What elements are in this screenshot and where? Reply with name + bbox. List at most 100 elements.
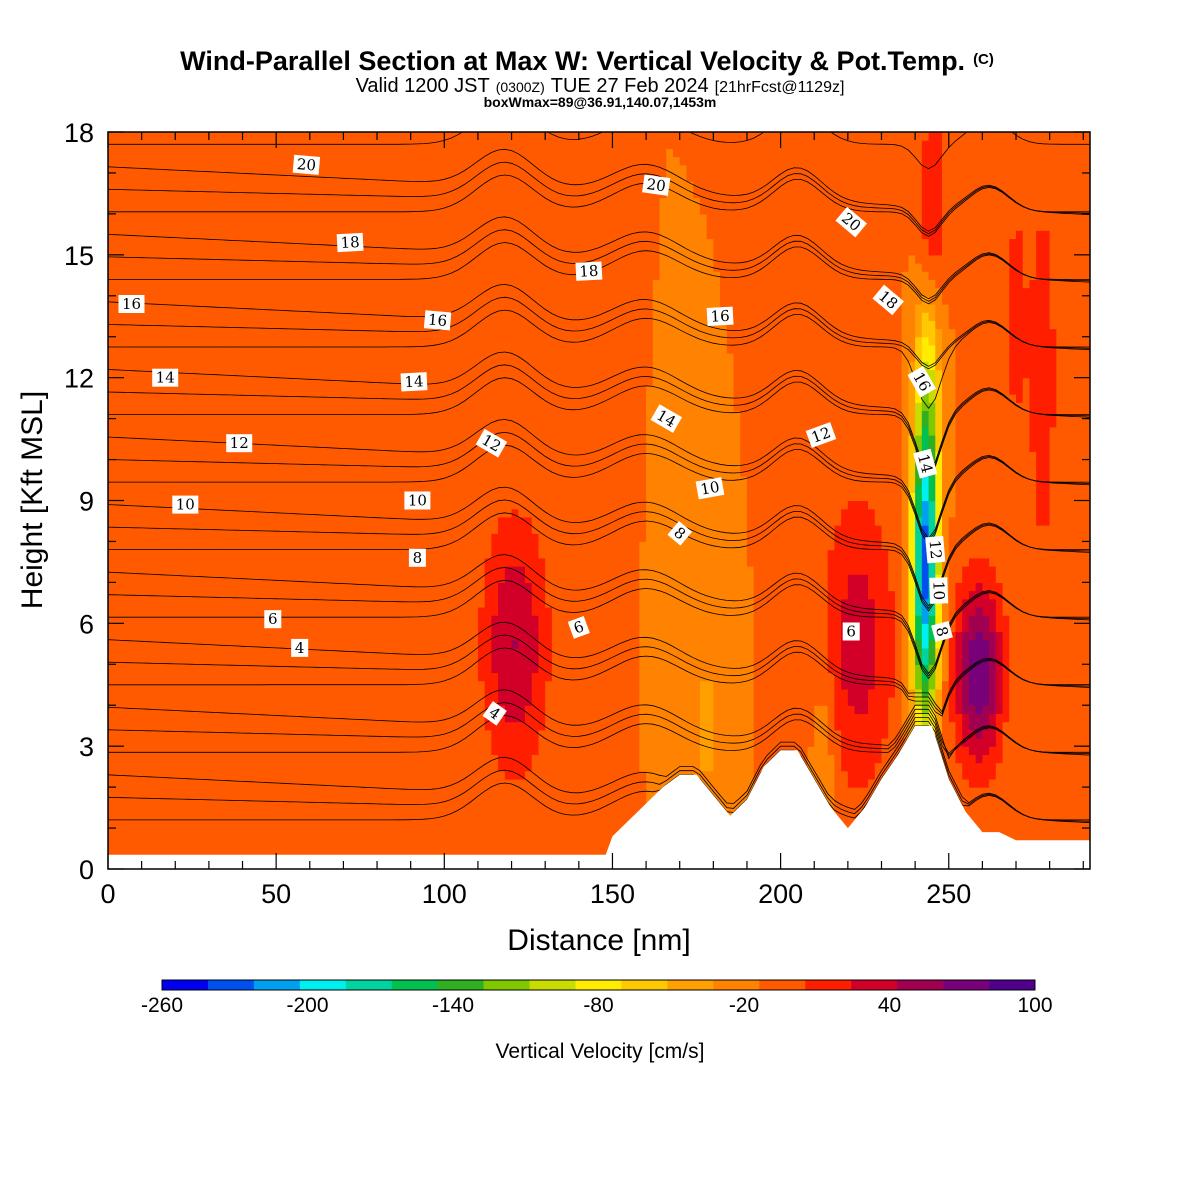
velocity-cell xyxy=(148,394,156,403)
velocity-cell xyxy=(451,451,459,461)
velocity-cell xyxy=(114,426,123,436)
velocity-cell xyxy=(242,344,250,354)
velocity-cell xyxy=(323,213,331,223)
velocity-cell xyxy=(403,615,412,624)
velocity-cell xyxy=(417,525,425,534)
velocity-cell xyxy=(397,484,405,493)
velocity-cell xyxy=(121,418,129,428)
velocity-cell xyxy=(403,451,412,461)
velocity-cell xyxy=(195,230,203,240)
velocity-cell xyxy=(390,148,398,158)
velocity-cell xyxy=(222,246,230,256)
velocity-cell xyxy=(464,836,472,846)
velocity-cell xyxy=(229,598,237,608)
velocity-cell xyxy=(249,353,257,362)
velocity-cell xyxy=(356,426,365,436)
velocity-cell xyxy=(451,606,459,616)
velocity-cell xyxy=(377,762,385,772)
velocity-cell xyxy=(181,623,190,633)
velocity-cell xyxy=(222,475,230,485)
velocity-cell xyxy=(309,484,318,493)
velocity-cell xyxy=(155,246,163,256)
velocity-cell xyxy=(289,746,297,755)
title-main: Wind-Parallel Section at Max W: Vertical… xyxy=(180,46,965,76)
velocity-cell xyxy=(255,353,264,362)
velocity-cell xyxy=(269,172,277,182)
velocity-cell xyxy=(471,377,479,387)
velocity-cell xyxy=(168,402,176,412)
velocity-cell xyxy=(195,566,203,575)
velocity-cell xyxy=(262,402,271,412)
velocity-cell xyxy=(215,434,223,444)
velocity-cell xyxy=(444,656,452,665)
velocity-cell xyxy=(168,746,176,755)
velocity-cell xyxy=(397,303,405,313)
velocity-cell xyxy=(397,320,405,330)
velocity-cell xyxy=(134,623,143,633)
subtitle-valid: Valid 1200 JST xyxy=(356,75,490,97)
velocity-cell xyxy=(464,795,472,805)
velocity-cell xyxy=(390,516,398,526)
velocity-cell xyxy=(155,557,163,567)
velocity-cell xyxy=(471,778,479,788)
velocity-cell xyxy=(289,467,297,477)
velocity-cell xyxy=(336,664,345,674)
velocity-cell xyxy=(195,631,203,641)
velocity-cell xyxy=(296,713,304,723)
velocity-cell xyxy=(323,525,331,534)
velocity-cell xyxy=(168,312,176,321)
velocity-cell xyxy=(262,713,271,723)
velocity-cell xyxy=(269,467,277,477)
velocity-cell xyxy=(417,697,425,706)
velocity-cell xyxy=(155,172,163,182)
velocity-cell xyxy=(181,303,190,313)
velocity-cell xyxy=(477,688,486,698)
velocity-cell xyxy=(229,737,237,747)
velocity-cell xyxy=(303,361,311,371)
velocity-cell xyxy=(181,615,190,624)
velocity-cell xyxy=(114,705,123,715)
velocity-cell xyxy=(195,156,203,166)
velocity-cell xyxy=(444,189,452,199)
velocity-cell xyxy=(168,647,176,657)
velocity-cell xyxy=(329,656,338,665)
velocity-cell xyxy=(451,639,459,649)
velocity-cell xyxy=(403,533,412,543)
velocity-cell xyxy=(128,639,136,649)
velocity-cell xyxy=(424,295,432,305)
velocity-cell xyxy=(249,713,257,723)
velocity-cell xyxy=(229,459,237,469)
velocity-cell xyxy=(336,353,345,362)
velocity-cell xyxy=(128,246,136,256)
velocity-cell xyxy=(410,631,418,641)
velocity-cell xyxy=(222,737,230,747)
velocity-cell xyxy=(282,582,291,592)
velocity-cell xyxy=(444,795,452,805)
velocity-cell xyxy=(235,721,244,731)
velocity-cell xyxy=(410,410,418,420)
velocity-cell xyxy=(114,606,123,616)
velocity-cell xyxy=(303,271,311,280)
velocity-cell xyxy=(451,836,459,846)
velocity-cell xyxy=(437,606,445,616)
velocity-cell xyxy=(222,508,230,518)
velocity-cell xyxy=(457,443,466,452)
velocity-cell xyxy=(134,713,143,723)
velocity-cell xyxy=(202,557,210,567)
velocity-cell xyxy=(249,246,257,256)
velocity-cell xyxy=(235,623,244,633)
velocity-cell xyxy=(323,566,331,575)
velocity-cell xyxy=(451,344,459,354)
velocity-cell xyxy=(168,590,176,600)
velocity-cell xyxy=(208,238,217,248)
velocity-cell xyxy=(141,836,149,846)
velocity-cell xyxy=(329,328,338,338)
velocity-cell xyxy=(329,369,338,379)
velocity-cell xyxy=(148,443,156,452)
velocity-cell xyxy=(464,385,472,395)
velocity-cell xyxy=(430,181,439,190)
velocity-cell xyxy=(390,377,398,387)
velocity-cell xyxy=(390,181,398,190)
velocity-cell xyxy=(262,590,271,600)
velocity-cell xyxy=(255,402,264,412)
